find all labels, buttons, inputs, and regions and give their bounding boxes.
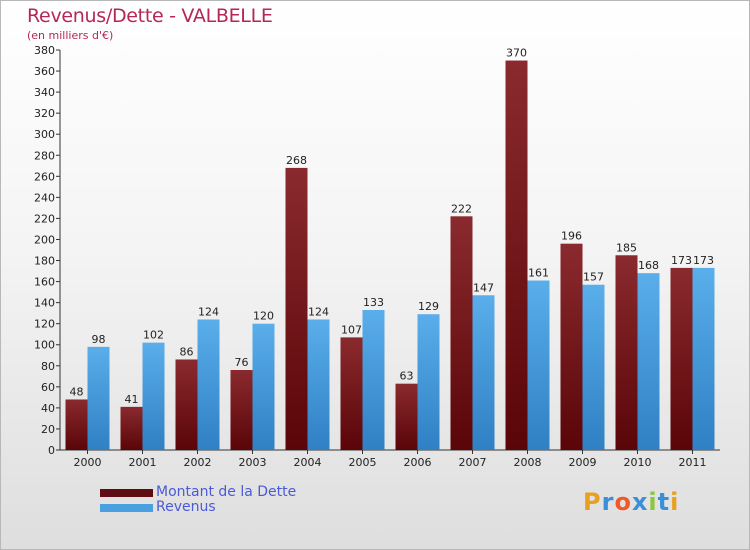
data-label-revenus: 133: [363, 296, 384, 309]
x-tick-label: 2001: [129, 456, 157, 469]
chart-title: Revenus/Dette - VALBELLE: [27, 5, 273, 27]
y-tick-label: 180: [34, 255, 55, 268]
data-label-revenus: 124: [308, 305, 329, 318]
logo-letter: i: [648, 488, 658, 516]
bar-dette: [230, 370, 253, 450]
bar-revenus: [142, 342, 165, 450]
x-tick-label: 2007: [459, 456, 487, 469]
data-label-dette: 173: [671, 254, 692, 267]
data-label-revenus: 124: [198, 305, 219, 318]
y-tick-label: 40: [41, 402, 55, 415]
bar-dette: [120, 406, 143, 450]
x-tick-label: 2004: [294, 456, 322, 469]
bar-revenus: [307, 319, 330, 450]
y-tick-label: 260: [34, 170, 55, 183]
logo-letter: P: [583, 488, 602, 516]
bar-dette: [560, 243, 583, 450]
logo-letter: i: [670, 488, 680, 516]
data-label-revenus: 173: [693, 254, 714, 267]
y-tick-label: 200: [34, 233, 55, 246]
data-label-revenus: 102: [143, 329, 164, 342]
data-label-dette: 48: [70, 385, 84, 398]
data-label-dette: 196: [561, 230, 582, 243]
data-label-revenus: 129: [418, 300, 439, 313]
legend-label-dette: Montant de la Dette: [156, 484, 297, 500]
bar-revenus: [252, 323, 275, 450]
x-tick-label: 2010: [624, 456, 652, 469]
legend-label-revenus: Revenus: [156, 499, 216, 515]
y-tick-label: 100: [34, 339, 55, 352]
bar-dette: [670, 267, 693, 450]
y-tick-label: 160: [34, 276, 55, 289]
x-tick-label: 2011: [679, 456, 707, 469]
legend-swatch-dette: [100, 489, 153, 497]
logo-letter: r: [601, 488, 615, 516]
bar-dette: [65, 399, 88, 450]
data-label-dette: 268: [286, 154, 307, 167]
data-label-revenus: 157: [583, 271, 604, 284]
data-label-dette: 185: [616, 241, 637, 254]
bar-dette: [395, 383, 418, 450]
data-label-revenus: 161: [528, 267, 549, 280]
bar-revenus: [527, 280, 550, 450]
chart-subtitle: (en milliers d'€): [27, 29, 114, 42]
bar-dette: [175, 359, 198, 450]
bar-revenus: [417, 314, 440, 450]
logo-letter: t: [657, 488, 671, 516]
data-label-dette: 222: [451, 202, 472, 215]
x-tick-label: 2000: [74, 456, 102, 469]
data-label-dette: 86: [180, 345, 194, 358]
bar-revenus: [472, 295, 495, 450]
y-tick-label: 280: [34, 149, 55, 162]
legend-swatch-revenus: [100, 504, 153, 512]
logo-letter: o: [614, 488, 632, 516]
y-tick-label: 140: [34, 297, 55, 310]
y-tick-label: 360: [34, 65, 55, 78]
x-tick-label: 2008: [514, 456, 542, 469]
y-tick-label: 20: [41, 423, 55, 436]
bar-dette: [615, 255, 638, 450]
y-tick-label: 0: [48, 444, 55, 457]
bar-revenus: [692, 267, 715, 450]
data-label-dette: 63: [400, 370, 414, 383]
data-label-revenus: 120: [253, 310, 274, 323]
data-label-dette: 107: [341, 323, 362, 336]
bar-dette: [505, 60, 528, 451]
bar-revenus: [197, 319, 220, 450]
data-label-dette: 370: [506, 47, 527, 60]
data-label-revenus: 168: [638, 259, 659, 272]
bar-dette: [285, 167, 308, 451]
y-tick-label: 240: [34, 191, 55, 204]
y-tick-label: 320: [34, 107, 55, 120]
data-label-dette: 41: [125, 393, 139, 406]
bar-dette: [340, 337, 363, 450]
y-tick-label: 120: [34, 318, 55, 331]
x-tick-label: 2006: [404, 456, 432, 469]
data-label-revenus: 98: [92, 333, 106, 346]
x-tick-label: 2002: [184, 456, 212, 469]
proxiti-logo: Proxiti: [583, 488, 679, 516]
bar-revenus: [582, 284, 605, 450]
y-tick-label: 60: [41, 381, 55, 394]
y-tick-label: 380: [34, 44, 55, 57]
bar-revenus: [637, 273, 660, 450]
y-tick-label: 80: [41, 360, 55, 373]
x-tick-label: 2005: [349, 456, 377, 469]
bar-dette: [450, 216, 473, 450]
data-label-dette: 76: [235, 356, 249, 369]
bar-revenus: [362, 310, 385, 450]
data-label-revenus: 147: [473, 281, 494, 294]
bar-revenus: [87, 346, 110, 450]
logo-letter: x: [631, 488, 649, 516]
y-tick-label: 300: [34, 128, 55, 141]
y-tick-label: 340: [34, 86, 55, 99]
x-tick-label: 2009: [569, 456, 597, 469]
x-tick-label: 2003: [239, 456, 267, 469]
y-tick-label: 220: [34, 212, 55, 225]
